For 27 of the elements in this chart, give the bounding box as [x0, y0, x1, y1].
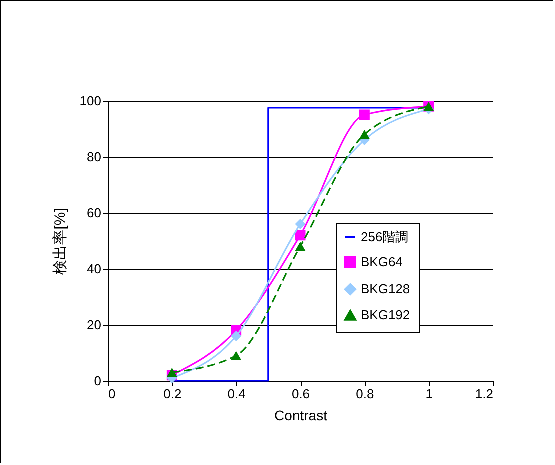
y-tick-label: 80	[87, 150, 102, 164]
x-tick-label: 0.6	[292, 386, 310, 402]
x-tick-label: 0	[108, 386, 116, 402]
y-axis-title: 検出率[%]	[52, 208, 69, 275]
point	[295, 230, 306, 241]
y-tick-label: 0	[94, 374, 102, 388]
legend-label: BKG64	[361, 254, 403, 270]
legend-label: BKG192	[361, 308, 410, 322]
point	[359, 110, 370, 120]
x-tick-label: 0.8	[356, 386, 374, 402]
point	[295, 218, 306, 230]
y-tick-label: 100	[80, 94, 102, 108]
y-tick-label: 60	[87, 206, 102, 220]
point	[231, 351, 242, 360]
point	[295, 242, 306, 252]
y-tick-label: 20	[87, 318, 102, 332]
legend-label: BKG128	[361, 282, 410, 296]
point	[231, 330, 242, 342]
x-axis-title: Contrast	[274, 408, 328, 424]
x-tick-label: 1	[426, 386, 433, 402]
legend-label: 256階調	[361, 230, 409, 244]
x-tick-label: 0.2	[164, 386, 182, 402]
point	[166, 368, 178, 378]
y-tick-label: 40	[87, 262, 102, 276]
x-tick-label: 0.4	[228, 386, 246, 402]
point	[359, 130, 370, 140]
x-tick-label: 1.2	[475, 386, 494, 402]
